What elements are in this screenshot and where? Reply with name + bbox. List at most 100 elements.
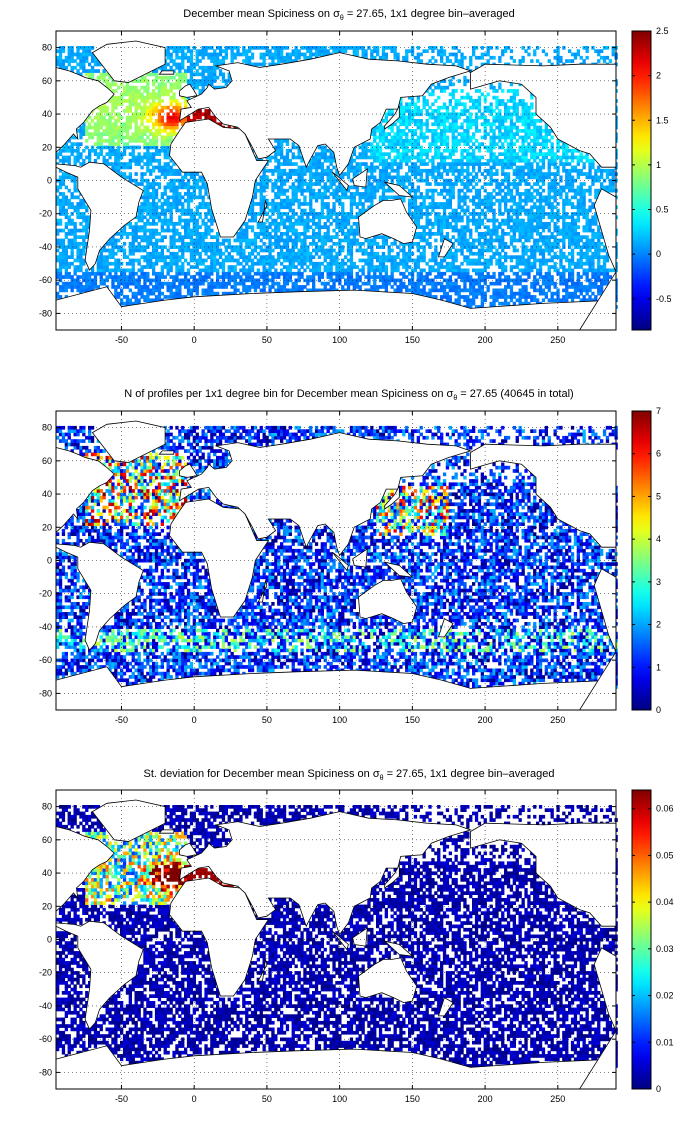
data-cell — [317, 182, 322, 186]
data-cell — [480, 242, 484, 246]
data-cell — [544, 281, 548, 286]
data-cell — [431, 202, 435, 206]
data-cell — [320, 175, 324, 180]
data-cell — [309, 242, 313, 246]
data-cell — [399, 271, 403, 276]
data-cell — [582, 235, 586, 239]
data-cell — [495, 238, 499, 243]
data-cell — [210, 228, 214, 233]
data-cell — [553, 281, 557, 286]
data-cell — [67, 245, 71, 249]
data-cell — [541, 182, 546, 186]
data-cell — [568, 155, 572, 160]
data-cell — [533, 172, 537, 176]
data-cell — [504, 175, 508, 180]
data-cell — [285, 198, 290, 203]
data-cell — [166, 218, 170, 223]
data-cell — [58, 208, 63, 213]
data-cell — [70, 192, 74, 196]
data-cell — [175, 238, 179, 243]
data-cell — [300, 182, 304, 186]
data-cell — [282, 205, 287, 210]
data-cell — [515, 255, 519, 259]
data-cell — [565, 268, 569, 273]
data-cell — [393, 261, 397, 266]
data-cell — [274, 275, 278, 279]
data-cell — [157, 295, 162, 299]
data-cell — [605, 271, 610, 276]
data-cell — [335, 271, 339, 276]
data-cell — [419, 225, 423, 229]
data-cell — [253, 255, 258, 259]
data-cell — [317, 255, 322, 259]
data-cell — [495, 288, 499, 293]
data-cell — [477, 268, 482, 273]
data-cell — [582, 255, 586, 259]
data-cell — [309, 268, 313, 273]
data-cell — [410, 182, 415, 186]
data-cell — [570, 225, 575, 229]
data-cell — [157, 255, 162, 259]
data-cell — [501, 182, 505, 186]
data-cell — [533, 218, 537, 223]
data-cell — [565, 158, 569, 163]
data-cell — [73, 258, 77, 263]
data-cell — [384, 165, 388, 170]
data-cell — [422, 255, 426, 259]
data-cell — [253, 195, 258, 200]
data-cell — [323, 222, 327, 226]
data-cell — [399, 281, 403, 286]
data-cell — [157, 185, 162, 190]
data-cell — [492, 152, 496, 156]
data-cell — [576, 281, 580, 286]
data-cell — [210, 222, 214, 226]
data-cell — [326, 195, 330, 200]
data-cell — [163, 172, 167, 176]
data-cell — [373, 285, 377, 289]
data-cell — [367, 205, 371, 210]
data-cell — [413, 188, 418, 193]
data-cell — [501, 235, 505, 239]
data-cell — [576, 245, 580, 249]
data-cell — [137, 215, 141, 220]
data-cell — [466, 185, 470, 190]
data-cell — [349, 178, 354, 183]
data-cell — [198, 185, 202, 190]
data-cell — [524, 258, 528, 263]
data-cell — [585, 222, 589, 226]
data-cell — [568, 291, 572, 296]
data-cell — [431, 265, 435, 269]
data-cell — [451, 172, 455, 176]
data-cell — [76, 285, 80, 289]
data-cell — [99, 268, 103, 273]
data-cell — [82, 278, 86, 283]
data-cell — [268, 265, 272, 269]
data-cell — [536, 228, 540, 233]
data-cell — [163, 228, 167, 233]
data-cell — [280, 148, 284, 153]
data-cell — [178, 248, 182, 253]
data-cell — [143, 172, 147, 176]
data-cell — [288, 248, 292, 253]
data-cell — [352, 148, 356, 153]
data-cell — [460, 172, 464, 176]
data-cell — [352, 235, 356, 239]
data-cell — [166, 148, 170, 153]
data-cell — [61, 158, 66, 163]
data-cell — [457, 271, 461, 276]
data-cell — [466, 245, 470, 249]
data-cell — [186, 225, 191, 229]
data-cell — [239, 248, 243, 253]
data-cell — [419, 235, 423, 239]
data-cell — [364, 165, 368, 170]
data-cell — [501, 188, 505, 193]
data-cell — [207, 202, 211, 206]
data-cell — [239, 235, 243, 239]
data-cell — [448, 281, 452, 286]
data-cell — [576, 155, 580, 160]
data-cell — [422, 205, 426, 210]
data-cell — [288, 265, 292, 269]
data-cell — [448, 222, 452, 226]
data-cell — [460, 195, 464, 200]
data-cell — [160, 271, 164, 276]
